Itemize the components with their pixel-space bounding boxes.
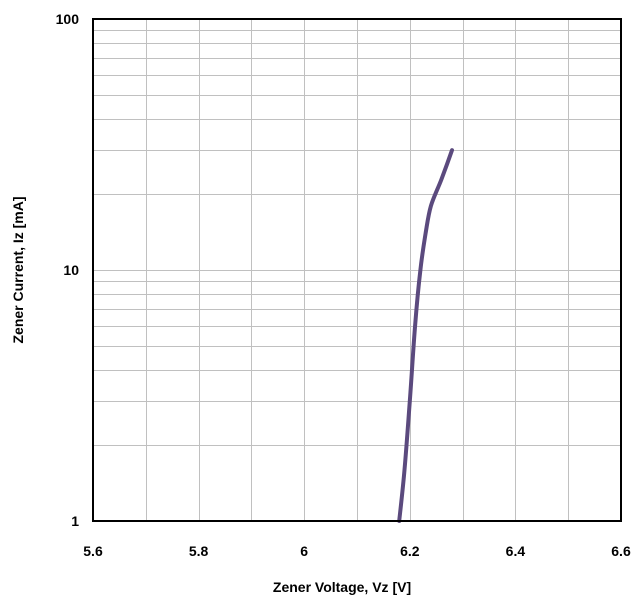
y-tick-label: 10 xyxy=(63,262,79,278)
x-tick-labels: 5.6 5.8 6 6.2 6.4 6.6 xyxy=(83,543,631,559)
x-axis-title: Zener Voltage, Vz [V] xyxy=(273,579,411,595)
series-group xyxy=(397,148,454,523)
x-tick-label: 6.6 xyxy=(611,543,631,559)
x-tick-label: 5.8 xyxy=(189,543,209,559)
x-tick-label: 6.2 xyxy=(400,543,420,559)
x-tick-label: 5.6 xyxy=(83,543,103,559)
grid xyxy=(93,19,621,521)
y-tick-labels: 1 10 100 xyxy=(56,11,80,529)
y-tick-label: 100 xyxy=(56,11,80,27)
y-axis-title: Zener Current, Iz [mA] xyxy=(10,196,26,343)
plot-border xyxy=(92,18,622,522)
series-line xyxy=(397,148,454,523)
x-tick-label: 6.4 xyxy=(506,543,526,559)
y-tick-label: 1 xyxy=(71,513,79,529)
x-tick-label: 6 xyxy=(300,543,308,559)
